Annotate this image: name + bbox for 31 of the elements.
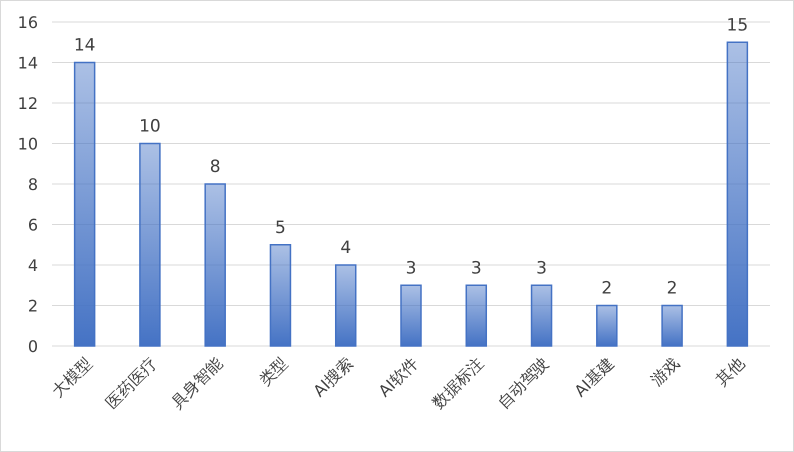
data-label: 2 xyxy=(601,278,612,298)
x-tick-label: 其他 xyxy=(712,353,748,390)
y-tick-label: 2 xyxy=(28,296,38,316)
y-tick-label: 14 xyxy=(18,54,38,72)
x-tick-label: 类型 xyxy=(255,353,292,390)
data-label: 5 xyxy=(275,218,286,238)
data-label: 3 xyxy=(406,258,416,278)
y-tick-label: 16 xyxy=(18,13,38,32)
y-tick-label: 12 xyxy=(18,94,38,113)
x-tick-label: 数据标注 xyxy=(428,353,488,412)
data-label: 3 xyxy=(536,258,547,278)
y-tick-label: 4 xyxy=(28,256,38,275)
x-tick-label: 自动驾驶 xyxy=(494,353,552,412)
data-label: 4 xyxy=(340,238,352,258)
data-label: 15 xyxy=(726,15,748,36)
data-label: 2 xyxy=(666,278,678,298)
x-tick-label: 具身智能 xyxy=(167,353,226,412)
y-tick-label: 6 xyxy=(28,216,38,234)
data-label: 14 xyxy=(74,36,96,56)
data-label: 8 xyxy=(210,157,221,177)
y-tick-label: 10 xyxy=(18,134,38,154)
data-label: 10 xyxy=(139,116,161,136)
x-tick-label: 游戏 xyxy=(646,353,683,390)
x-tick-label: AI软件 xyxy=(374,353,422,401)
y-tick-label: 8 xyxy=(28,175,38,194)
data-label: 3 xyxy=(470,258,482,278)
x-tick-label: AI搜索 xyxy=(309,353,357,401)
y-tick-label: 0 xyxy=(28,337,38,356)
x-tick-label: 大模型 xyxy=(48,353,96,401)
x-tick-label: AI基建 xyxy=(570,353,618,401)
x-tick-label: 医药医疗 xyxy=(102,353,161,412)
